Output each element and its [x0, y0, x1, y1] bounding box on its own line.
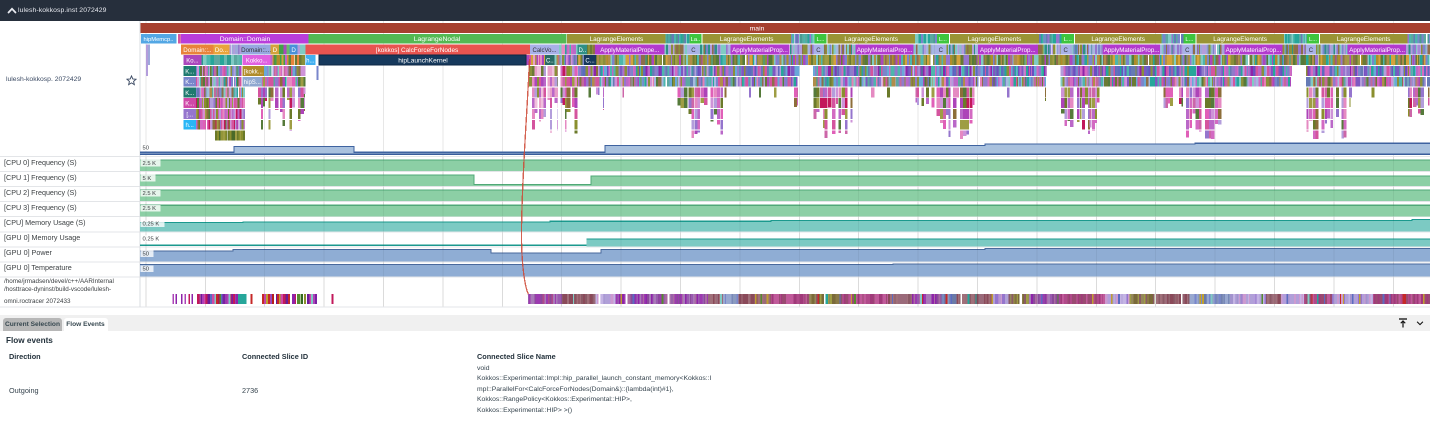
svg-text:C: C — [939, 48, 944, 54]
svg-text:hipLaunchKernel: hipLaunchKernel — [398, 58, 448, 65]
svg-text:50: 50 — [143, 146, 149, 152]
svg-text:L...: L... — [1309, 37, 1317, 43]
svg-text:hipMemcp..: hipMemcp.. — [144, 37, 174, 43]
svg-text:LagrangeElements: LagrangeElements — [1091, 36, 1145, 43]
svg-text:2.5 K: 2.5 K — [143, 206, 157, 212]
svg-text:LagrangeElements: LagrangeElements — [720, 36, 774, 43]
svg-text:LagrangeElements: LagrangeElements — [844, 36, 898, 43]
svg-text:LagrangeNodal: LagrangeNodal — [414, 36, 461, 43]
svg-text:Kokko...: Kokko... — [246, 59, 268, 65]
svg-text:C: C — [691, 48, 696, 54]
svg-text:ApplyMaterialPrope...: ApplyMaterialPrope... — [600, 47, 659, 54]
svg-text:[kokkos] CalcForceForNodes: [kokkos] CalcForceForNodes — [376, 47, 458, 54]
svg-text:Do...: Do... — [215, 47, 228, 54]
svg-text:CalcVo...: CalcVo... — [532, 48, 556, 54]
svg-text:Domain::...: Domain::... — [241, 47, 271, 54]
svg-text:D: D — [273, 47, 278, 54]
svg-text:h...: h... — [186, 123, 195, 129]
svg-text:LagrangeElements: LagrangeElements — [1213, 36, 1267, 43]
svg-text:main: main — [750, 25, 765, 32]
svg-text:ApplyMaterialProp...: ApplyMaterialProp... — [857, 47, 913, 54]
svg-text:C...: C... — [585, 59, 595, 65]
svg-text:LagrangeElements: LagrangeElements — [968, 36, 1022, 43]
svg-text:LagrangeElements: LagrangeElements — [1337, 36, 1391, 43]
svg-text:L...: L... — [939, 37, 947, 43]
svg-text:K...: K... — [185, 91, 194, 97]
svg-text:C: C — [1064, 48, 1069, 54]
svg-text:L...: L... — [1064, 37, 1072, 43]
svg-text:LagrangeElements: LagrangeElements — [590, 36, 644, 43]
svg-text:K...: K... — [185, 80, 194, 86]
svg-text:2.5 K: 2.5 K — [143, 191, 157, 197]
svg-text:C: C — [816, 48, 821, 54]
svg-text:50: 50 — [143, 267, 149, 273]
svg-text:0.25 K: 0.25 K — [143, 221, 160, 227]
svg-text:La..: La.. — [691, 37, 701, 43]
svg-text:ApplyMaterialProp...: ApplyMaterialProp... — [1104, 47, 1160, 54]
svg-text:K...: K... — [185, 69, 194, 75]
svg-text:D: D — [291, 47, 296, 54]
svg-text:h...: h... — [306, 59, 315, 65]
svg-text:ApplyMaterialProp...: ApplyMaterialProp... — [732, 47, 788, 54]
svg-text:L...: L... — [816, 37, 824, 43]
svg-text:C..: C.. — [546, 59, 554, 65]
svg-text:hipS...: hipS... — [244, 80, 261, 86]
svg-text:5 K: 5 K — [143, 176, 152, 182]
svg-text:C: C — [1309, 48, 1314, 54]
svg-text:L...: L... — [1185, 37, 1193, 43]
svg-text:Domain::..: Domain::.. — [183, 47, 211, 54]
svg-text:2.5 K: 2.5 K — [143, 161, 157, 167]
svg-text:50: 50 — [143, 252, 149, 258]
svg-text:[...: [... — [186, 112, 193, 118]
svg-text:Domain::Domain: Domain::Domain — [220, 36, 271, 43]
svg-text:0.25 K: 0.25 K — [143, 236, 160, 242]
svg-text:ApplyMaterialProp...: ApplyMaterialProp... — [980, 47, 1036, 54]
svg-text:D..: D.. — [578, 48, 586, 54]
svg-text:K...: K... — [185, 102, 194, 108]
svg-text:C: C — [1185, 48, 1190, 54]
svg-text:ApplyMaterialProp...: ApplyMaterialProp... — [1226, 47, 1282, 54]
svg-text:ApplyMaterialProp...: ApplyMaterialProp... — [1349, 47, 1405, 54]
svg-text:[kokk...: [kokk... — [244, 69, 263, 75]
svg-text:Ko...: Ko... — [186, 59, 199, 65]
